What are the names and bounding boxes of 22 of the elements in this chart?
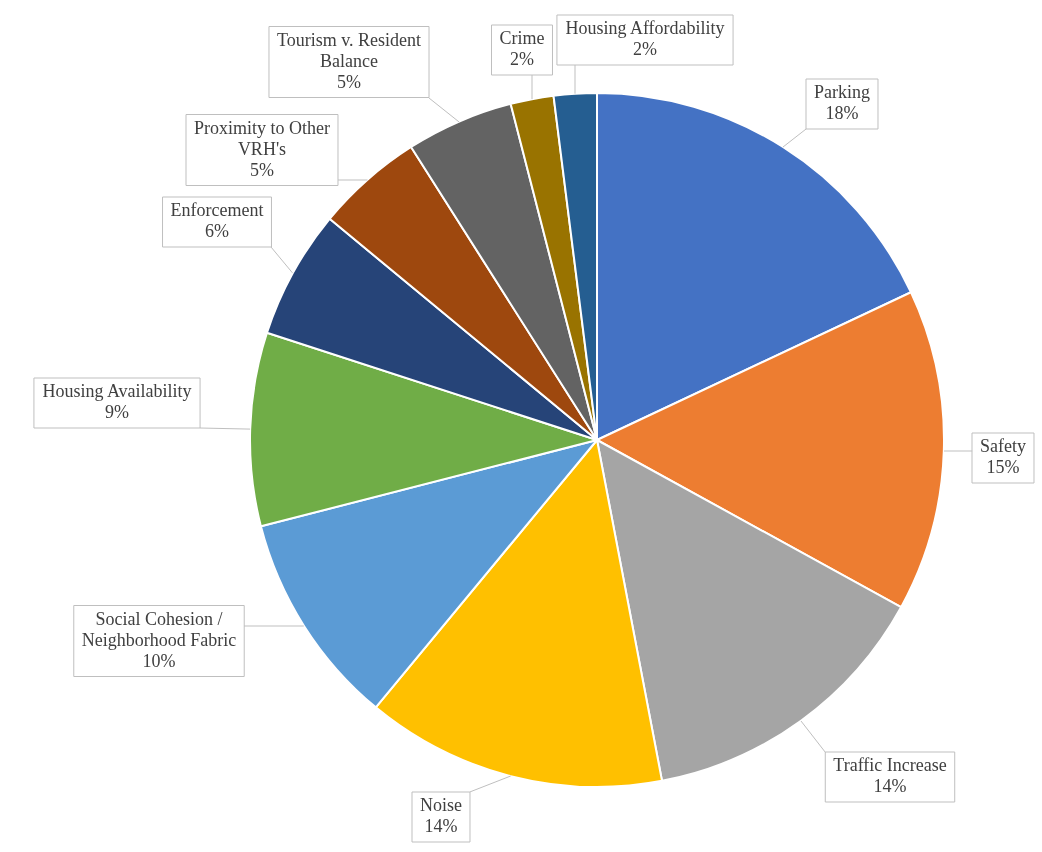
slice-label: Tourism v. Resident Balance bbox=[276, 29, 422, 71]
slice-label: Crime bbox=[499, 28, 545, 49]
slice-label: Housing Affordability bbox=[565, 18, 725, 39]
slice-label: Noise bbox=[420, 795, 462, 816]
data-label: 14% bbox=[424, 816, 458, 837]
data-label: 9% bbox=[105, 402, 129, 423]
data-label: 6% bbox=[205, 221, 229, 242]
slice-label: Safety bbox=[980, 436, 1026, 457]
slice-label: Enforcement bbox=[170, 200, 264, 221]
data-label: 2% bbox=[510, 49, 534, 70]
slice-label: Parking bbox=[814, 82, 870, 103]
slice-label: Social Cohesion / Neighborhood Fabric bbox=[81, 608, 237, 650]
slice-label: Proximity to Other VRH's bbox=[194, 117, 330, 159]
data-label: 2% bbox=[633, 39, 657, 60]
data-label: 5% bbox=[337, 71, 361, 92]
data-label: 14% bbox=[873, 776, 907, 797]
data-label: 10% bbox=[142, 650, 176, 671]
slice-label: Traffic Increase bbox=[833, 755, 947, 776]
data-label: 15% bbox=[986, 457, 1020, 478]
data-label: 18% bbox=[825, 103, 859, 124]
data-label: 5% bbox=[250, 159, 274, 180]
slice-label: Housing Availability bbox=[42, 381, 192, 402]
